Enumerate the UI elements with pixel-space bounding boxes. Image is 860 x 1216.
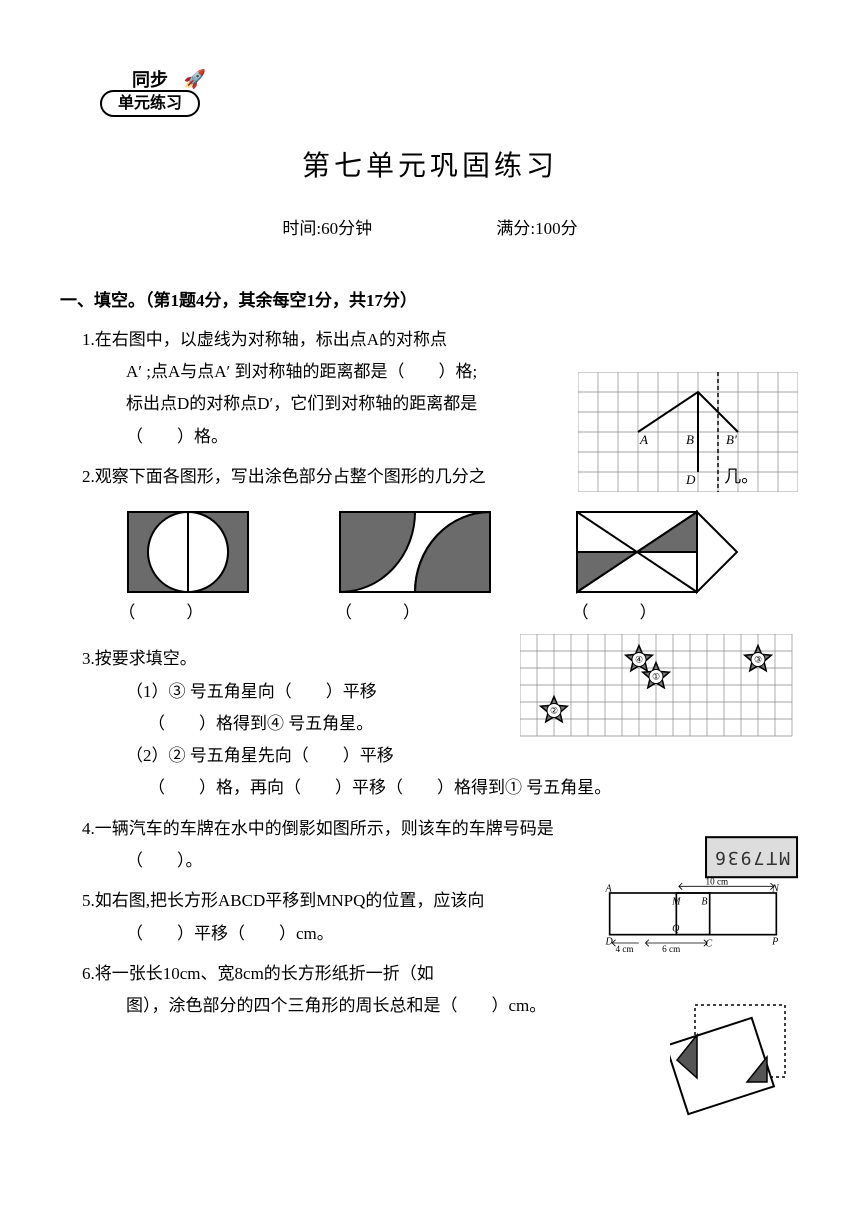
svg-text:B′: B′ <box>726 432 737 447</box>
license-plate-reflection: MT7936 <box>705 836 798 878</box>
q2-blank3: （ ） <box>572 597 652 615</box>
unit-badge: 🚀 同步 单元练习 <box>100 70 200 130</box>
q2-fig2: （ ） <box>335 507 495 615</box>
q4: 4.一辆汽车的车牌在水中的倒影如图所示，则该车的车牌号码是 （ ）。 <box>82 813 800 878</box>
q3-p2b: （ ）格，再向（ ）平移（ ）格得到① 号五角星。 <box>148 772 800 804</box>
q4-line2: （ ）。 <box>126 845 800 877</box>
svg-text:4 cm: 4 cm <box>616 944 634 953</box>
q2-blank2: （ ） <box>335 597 415 615</box>
svg-text:②: ② <box>550 706 558 716</box>
q4-line1: 4.一辆汽车的车牌在水中的倒影如图所示，则该车的车牌号码是 <box>82 813 800 845</box>
svg-text:6 cm: 6 cm <box>662 944 680 953</box>
q2-fig1: （ ） <box>118 507 258 615</box>
svg-text:D: D <box>685 472 696 487</box>
page-title: 第七单元巩固练习 <box>60 140 800 193</box>
q3-figure: ① ② ③ ④ <box>520 634 798 744</box>
q1-figure: A B B′ D <box>578 372 798 492</box>
svg-text:B: B <box>701 897 707 908</box>
svg-text:10 cm: 10 cm <box>706 878 729 887</box>
svg-text:M: M <box>671 897 681 908</box>
svg-text:A: A <box>639 432 648 447</box>
q2-fig3: （ ） <box>572 507 742 615</box>
svg-text:③: ③ <box>754 655 762 665</box>
svg-text:B: B <box>686 432 694 447</box>
meta-row: 时间:60分钟 满分:100分 <box>60 213 800 245</box>
q3-p2a: （2）② 号五角星先向（ ）平移 <box>126 740 800 772</box>
svg-text:P: P <box>771 937 778 948</box>
q6-line1: 6.将一张长10cm、宽8cm的长方形纸折一折（如 <box>82 958 800 990</box>
q6-figure <box>670 1000 790 1120</box>
q2-stem-a: 2.观察下面各图形，写出涂色部分占整个图形的几分之 <box>82 467 486 486</box>
svg-text:Q: Q <box>672 923 680 934</box>
svg-text:D: D <box>605 937 614 948</box>
q2-blank1: （ ） <box>118 597 198 615</box>
q1-line1: 1.在右图中，以虚线为对称轴，标出点A的对称点 <box>82 324 800 356</box>
svg-text:①: ① <box>652 672 660 682</box>
svg-text:④: ④ <box>635 655 643 665</box>
time-label: 时间:60分钟 <box>282 213 372 245</box>
score-label: 满分:100分 <box>496 213 577 245</box>
section1-heading: 一、填空。（第1题4分，其余每空1分，共17分） <box>60 285 800 317</box>
q5-figure: A M B N D Q C P 10 cm 4 cm 6 cm <box>588 878 798 953</box>
svg-text:A: A <box>605 883 613 894</box>
q2-figures: （ ） （ ） （ ） <box>80 507 780 615</box>
rocket-icon: 🚀 <box>184 62 206 96</box>
